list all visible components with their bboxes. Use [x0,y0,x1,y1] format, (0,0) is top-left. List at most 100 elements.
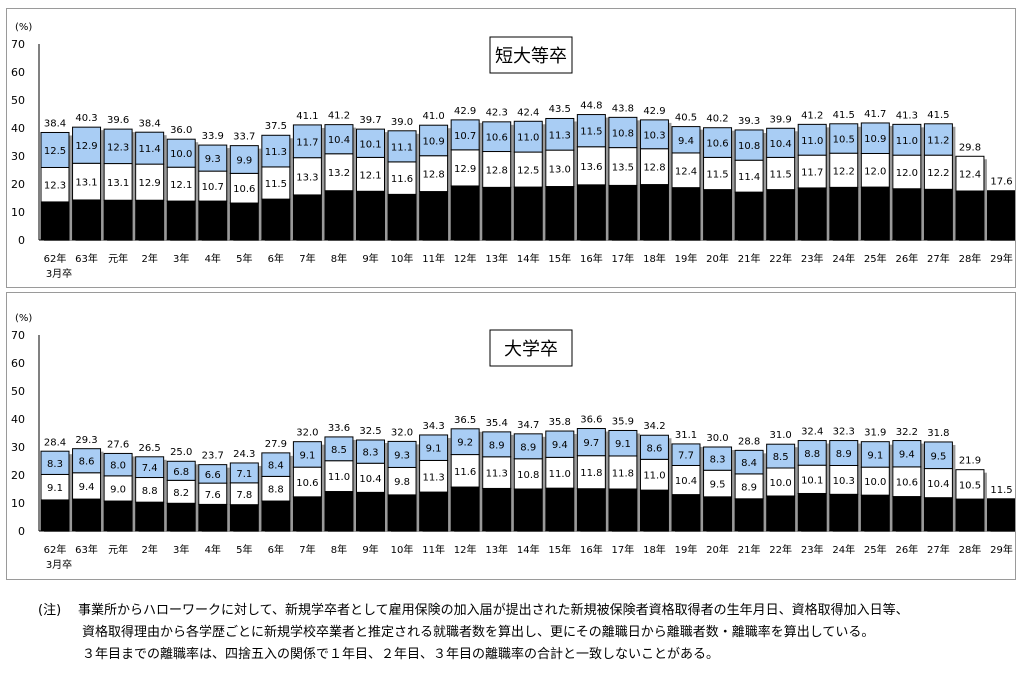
bar-segment-year1 [923,497,953,532]
bar-total-label: 35.9 [612,416,634,427]
bar-segment-year1 [198,200,228,241]
bar-segment-year1 [671,494,701,532]
bar-value-label-year1: 18.9 [517,218,539,229]
bar-value-label-year1: 19.3 [454,218,476,229]
bar-segment-year3 [72,126,102,164]
y-tick-label: 0 [18,234,25,247]
bar-segment-year1 [229,504,259,532]
bar-total-label: 34.7 [517,420,539,431]
bar-segment-year2 [576,455,606,490]
bar-segment-year3 [703,127,733,158]
x-tick-label: 22年 [769,252,792,265]
bar-segment-year1 [829,493,859,532]
bar-segment-year3 [40,450,70,475]
bar-total-label: 41.2 [328,111,350,122]
bar-segment-year2 [797,464,827,494]
bar-segment-year3 [261,134,291,168]
bar-total-label: 42.9 [643,106,665,117]
bar-segment-year3 [419,434,449,461]
bar-value-label-year1: 13.9 [422,509,444,520]
bar-value-label-year1: 14.2 [107,218,129,229]
bar-segment-year3 [135,131,165,165]
y-tick-label: 70 [11,329,25,342]
bar-value-label-year1: 14.6 [265,218,287,229]
bar-segment-year1 [860,186,890,241]
bar-value-label-year3: 11.7 [296,137,318,148]
x-tick-label: 19年 [675,543,698,556]
x-tick-label: 9年 [362,252,378,265]
bar-segment-year1 [513,186,543,241]
bar-segment-year1 [734,498,764,532]
bar-value-label-year1: 14.3 [75,218,97,229]
bar-value-label-year1: 12.3 [896,509,918,520]
bar-value-label-year1: 17.5 [959,218,981,229]
bar-segment-year1 [261,500,291,532]
bar-total-label: 29.3 [75,435,97,446]
bar-segment-year2 [135,163,165,201]
bar-segment-year1 [261,198,291,241]
bar-segment-year3 [545,117,575,151]
bar-value-label-year2: 10.6 [296,478,318,489]
bar-segment-year2 [103,475,133,502]
bar-segment-year2 [135,477,165,503]
bar-segment-year2 [892,466,922,498]
bar-value-label-year3: 8.9 [520,442,536,453]
bar-segment-year1 [72,199,102,241]
chart-title-box: 大学卒 [489,329,573,367]
y-tick-label: 50 [11,385,25,398]
note-line-1: (注) 事業所からハローワークに対して、新規学卒者として雇用保険の加入届が提出さ… [38,600,1008,622]
bar-segment-year2 [671,464,701,496]
bar-value-label-year1: 18.8 [833,218,855,229]
bar-segment-year2 [419,155,449,193]
bar-value-label-year1: 12.9 [391,509,413,520]
bar-segment-year3 [198,464,228,484]
bar-segment-year1 [639,489,669,532]
x-tick-label: 29年 [990,543,1013,556]
bar-segment-year2 [829,464,859,495]
bar-segment-year1 [72,498,102,532]
bar-total-label: 33.7 [233,132,255,143]
bar-total-label: 24.3 [233,449,255,460]
bar-segment-year1 [639,184,669,241]
bar-value-label-year1: 19.8 [643,218,665,229]
bar-value-label-year2: 12.3 [44,181,66,192]
bar-value-label-year1: 12.5 [770,509,792,520]
bar-total-label: 41.0 [422,111,444,122]
bar-segment-year2 [766,467,796,497]
bar-value-label-year3: 9.1 [867,450,883,461]
bar-value-label-year2: 9.8 [394,477,410,488]
bar-value-label-year1: 13.9 [202,218,224,229]
bar-total-label: 32.2 [896,427,918,438]
bar-segment-year2 [450,149,480,187]
bar-value-label-year3: 8.5 [331,445,347,456]
bar-segment-year3 [608,116,638,149]
bar-value-label-year3: 10.0 [170,149,192,160]
x-tick-label: 28年 [959,252,982,265]
bar-value-label-year2: 12.4 [959,170,981,181]
bar-segment-year3 [639,119,669,150]
bar-segment-year2 [482,456,512,489]
x-tick-label: 16年 [580,543,603,556]
bar-segment-year3 [576,428,606,457]
bar-value-label-year3: 12.5 [44,146,66,157]
bar-value-label-year3: 10.8 [612,128,634,139]
x-tick-label: 3年 [173,252,189,265]
bar-segment-year2 [419,459,449,493]
bar-value-label-year3: 10.6 [486,133,508,144]
x-tick-label: 20年 [706,252,729,265]
bar-value-label-year2: 10.8 [517,470,539,481]
x-tick-label: 3年 [173,543,189,556]
bar-value-label-year3: 11.2 [927,135,949,146]
bar-segment-year3 [40,131,70,168]
bar-value-label-year2: 12.8 [643,163,665,174]
bar-value-label-year1: 18.3 [896,218,918,229]
bar-segment-year2 [545,149,575,188]
bar-segment-year1 [987,190,1015,241]
chart-junior-college: 短大等卒 (%) 0 10 20 30 40 50 60 70 12.3 12.5 13.6 38.4 62… [11,22,1015,280]
bar-value-label-year3: 11.3 [549,130,571,141]
bar-segment-year1 [545,186,575,241]
bar-value-label-year1: 12.2 [706,509,728,520]
bar-value-label-year1: 11.4 [959,509,981,520]
bar-segment-year1 [987,498,1015,532]
bar-segment-year2 [797,154,827,189]
